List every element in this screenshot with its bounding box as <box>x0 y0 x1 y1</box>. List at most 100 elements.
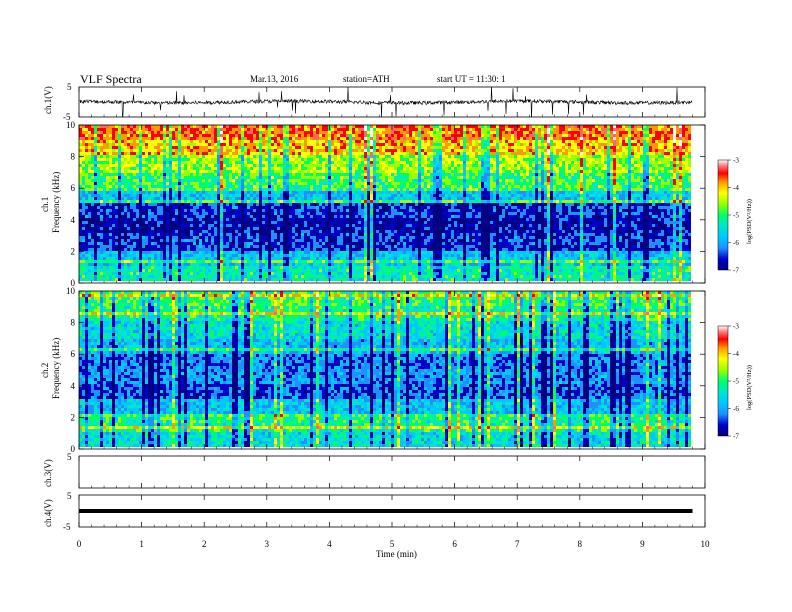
spectrogram-cell <box>523 140 526 143</box>
spectrogram-cell <box>439 134 442 137</box>
spectrogram-cell <box>391 140 394 143</box>
spectrogram-cell <box>394 128 397 131</box>
spectrogram-cell <box>559 125 562 128</box>
spectrogram-cell <box>595 134 598 137</box>
spectrogram-cell <box>559 134 562 137</box>
spectrogram-cell <box>676 134 679 137</box>
spectrogram-cell <box>304 155 307 158</box>
spectrogram-cell <box>118 128 121 131</box>
spectrogram-cell <box>145 128 148 131</box>
spectrogram-cell <box>148 155 151 158</box>
spectrogram-cell <box>484 140 487 143</box>
spectrogram-cell <box>634 128 637 131</box>
spectrogram-cell <box>676 152 679 155</box>
spectrogram-cell <box>475 128 478 131</box>
spectrogram-cell <box>508 140 511 143</box>
spectrogram-cell <box>388 137 391 140</box>
spectrogram-cell <box>169 149 172 152</box>
spectrogram-cell <box>283 146 286 149</box>
spectrogram-cell <box>292 155 295 158</box>
spectrogram-cell <box>427 149 430 152</box>
spectrogram-cell <box>670 149 673 152</box>
spectrogram-cell <box>325 140 328 143</box>
spectrogram-cell <box>532 125 535 128</box>
spectrogram-cell <box>631 143 634 146</box>
spectrogram-cell <box>118 143 121 146</box>
spectrogram-cell <box>313 149 316 152</box>
spectrogram-cell <box>229 146 232 149</box>
spectrogram-cell <box>472 128 475 131</box>
spectrogram-cell <box>424 137 427 140</box>
spectrogram-cell <box>574 131 577 134</box>
spectrogram-cell <box>403 152 406 155</box>
spectrogram-cell <box>205 125 208 128</box>
spectrogram-cell <box>454 152 457 155</box>
spectrogram-cell <box>610 155 613 158</box>
spectrogram-cell <box>241 143 244 146</box>
spectrogram-cell <box>334 125 337 128</box>
spectrogram-cell <box>490 155 493 158</box>
spectrogram-cell <box>688 155 691 158</box>
spectrogram-cell <box>118 146 121 149</box>
spectrogram-cell <box>145 149 148 152</box>
spectrogram-cell <box>439 152 442 155</box>
spectrogram-cell <box>232 125 235 128</box>
spectrogram-cell <box>265 146 268 149</box>
spectrogram-cell <box>214 128 217 131</box>
spectrogram-cell <box>112 125 115 128</box>
spectrogram-cell <box>295 155 298 158</box>
spectrogram-cell <box>262 149 265 152</box>
spectrogram-cell <box>376 140 379 143</box>
spectrogram-cell <box>268 143 271 146</box>
spectrogram-cell <box>379 140 382 143</box>
spectrogram-cell <box>217 146 220 149</box>
spectrogram-cell <box>358 152 361 155</box>
spectrogram-cell <box>637 155 640 158</box>
spectrogram-cell <box>544 137 547 140</box>
spectrogram-cell <box>577 152 580 155</box>
spectrogram-cell <box>115 149 118 152</box>
spectrogram-cell <box>685 125 688 128</box>
spectrogram-cell <box>487 140 490 143</box>
spectrogram-cell <box>451 131 454 134</box>
spectrogram-cell <box>676 140 679 143</box>
spectrogram-cell <box>424 140 427 143</box>
spectrogram-cell <box>433 125 436 128</box>
spectrogram-cell <box>478 149 481 152</box>
spectrogram-cell <box>139 143 142 146</box>
spectrogram-cell <box>523 146 526 149</box>
spectrogram-cell <box>433 137 436 140</box>
spectrogram-cell <box>445 125 448 128</box>
spectrogram-cell <box>619 155 622 158</box>
spectrogram-cell <box>94 149 97 152</box>
spectrogram-cell <box>556 146 559 149</box>
spectrogram-cell <box>127 137 130 140</box>
spectrogram-cell <box>619 128 622 131</box>
spectrogram-cell <box>499 149 502 152</box>
spectrogram-cell <box>157 137 160 140</box>
spectrogram-cell <box>139 134 142 137</box>
spectrogram-cell <box>520 155 523 158</box>
spectrogram-cell <box>88 146 91 149</box>
spectrogram-cell <box>238 134 241 137</box>
spectrogram-cell <box>547 146 550 149</box>
spectrogram-cell <box>484 155 487 158</box>
spectrogram-cell <box>559 131 562 134</box>
spectrogram-cell <box>682 140 685 143</box>
spectrogram-cell <box>370 131 373 134</box>
spectrogram-cell <box>109 152 112 155</box>
spectrogram-cell <box>619 143 622 146</box>
spectrogram-cell <box>421 146 424 149</box>
spectrogram-cell <box>436 149 439 152</box>
spectrogram-cell <box>124 149 127 152</box>
spectrogram-cell <box>667 146 670 149</box>
spectrogram-cell <box>547 128 550 131</box>
spectrogram-cell <box>112 134 115 137</box>
spectrogram-cell <box>586 125 589 128</box>
spectrogram-cell <box>289 143 292 146</box>
spectrogram-cell <box>454 137 457 140</box>
spectrogram-cell <box>160 158 163 161</box>
spectrogram-cell <box>664 137 667 140</box>
spectrogram-cell <box>358 155 361 158</box>
spectrogram-cell <box>658 125 661 128</box>
